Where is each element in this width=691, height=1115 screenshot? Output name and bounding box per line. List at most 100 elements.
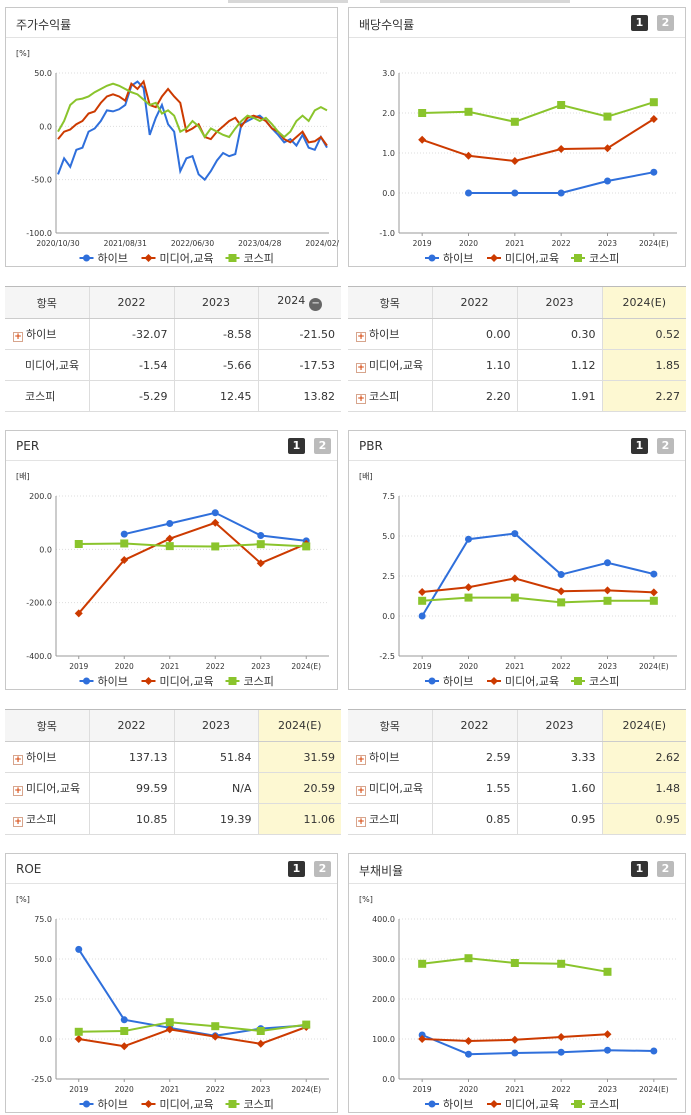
x-tick-label: 2023 <box>251 1085 270 1094</box>
table-row: + 코스피 10.85 19.39 11.06 <box>5 803 341 835</box>
panel-header: 부채비율 1 2 <box>349 854 685 884</box>
series-line <box>78 1026 307 1048</box>
view-1-button[interactable]: 1 <box>288 861 305 877</box>
data-point <box>464 593 473 602</box>
header-cell: 항목 <box>348 709 432 742</box>
legend-label: 하이브 <box>443 251 473 265</box>
row-label[interactable]: + 코스피 <box>348 803 432 835</box>
series-line <box>124 511 307 542</box>
expand-icon[interactable]: + <box>356 394 366 404</box>
legend-label: 미디어,교육 <box>505 252 559 265</box>
view-2-button[interactable]: 2 <box>657 438 674 454</box>
x-tick-label: 2024(E) <box>639 662 669 671</box>
view-2-button[interactable]: 2 <box>657 15 674 31</box>
y-tick-label: 0.0 <box>39 122 52 131</box>
panel-title: PBR <box>359 439 383 453</box>
x-tick-label: 2021 <box>160 1085 179 1094</box>
expand-icon[interactable]: + <box>13 817 23 827</box>
data-point <box>464 151 473 160</box>
table-cell: 0.30 <box>516 318 602 350</box>
table-cell: 137.13 <box>88 741 174 773</box>
row-label[interactable]: + 하이브 <box>348 318 432 350</box>
data-point <box>211 542 220 551</box>
panel-header: 배당수익률 1 2 <box>349 8 685 38</box>
row-label[interactable]: + 코스피 <box>5 803 89 835</box>
expand-icon[interactable]: + <box>356 786 366 796</box>
panel-title: PER <box>16 439 40 453</box>
view-1-button[interactable]: 1 <box>631 861 648 877</box>
row-label[interactable]: + 미디어,교육 <box>348 349 432 381</box>
header-cell: 2024− <box>257 286 341 319</box>
series-line <box>422 577 654 594</box>
data-point <box>557 571 565 579</box>
expand-icon[interactable]: + <box>356 332 366 342</box>
data-point <box>604 177 611 185</box>
row-label[interactable]: + 하이브 <box>5 741 89 773</box>
unit-label: [배] <box>359 472 373 481</box>
x-tick-label: 2023 <box>598 239 617 248</box>
data-point <box>165 1025 174 1034</box>
y-tick-label: 5.0 <box>382 532 395 541</box>
data-point <box>649 588 658 597</box>
data-point <box>418 109 427 117</box>
data-point <box>464 954 473 963</box>
header-cell: 2023 <box>516 709 602 742</box>
collapse-icon[interactable]: − <box>309 298 323 311</box>
series-line <box>77 521 307 614</box>
table-row: + 코스피 0.85 0.95 0.95 <box>348 803 686 835</box>
table-row: + 미디어,교육 1.10 1.12 1.85 <box>348 349 686 381</box>
table-cell: -8.58 <box>173 318 258 350</box>
expand-icon[interactable]: + <box>13 332 23 342</box>
table-row: + 하이브 -32.07 -8.58 -21.50 <box>5 318 341 350</box>
expand-icon[interactable]: + <box>13 755 23 765</box>
data-point <box>510 574 519 583</box>
data-point <box>603 144 612 153</box>
view-1-button[interactable]: 1 <box>631 438 648 454</box>
row-label[interactable]: + 하이브 <box>348 741 432 773</box>
legend-label: 코스피 <box>589 252 619 265</box>
view-2-button[interactable]: 2 <box>314 861 331 877</box>
view-1-button[interactable]: 1 <box>631 15 648 31</box>
panel-title: ROE <box>16 862 42 876</box>
row-label[interactable]: + 코스피 <box>348 380 432 412</box>
expand-icon[interactable]: + <box>356 755 366 765</box>
data-point <box>120 539 129 548</box>
row-label[interactable]: + 미디어,교육 <box>5 772 89 804</box>
data-point <box>465 1050 472 1058</box>
table-cell: -17.53 <box>257 349 341 381</box>
view-2-button[interactable]: 2 <box>657 861 674 877</box>
view-1-button[interactable]: 1 <box>288 438 305 454</box>
view-2-button[interactable]: 2 <box>314 438 331 454</box>
y-tick-label: 50.0 <box>34 69 52 78</box>
x-tick-label: 2020 <box>459 239 478 248</box>
data-point <box>302 542 311 551</box>
per-panel: PER 1 2 [배] 200.0 0.0 -200.0 -400.0 2019 2020 2… <box>5 430 338 690</box>
table-cell: -1.54 <box>88 349 174 381</box>
expand-icon[interactable]: + <box>356 817 366 827</box>
header-cell: 2024(E) <box>601 709 686 742</box>
x-tick-label: 2021 <box>505 662 524 671</box>
row-label[interactable]: + 하이브 <box>5 318 89 350</box>
x-tick-label: 2023 <box>598 1085 617 1094</box>
data-point <box>604 1046 611 1054</box>
legend-label: 코스피 <box>244 252 274 265</box>
stock-return-table: 항목 2022 2023 2024− + 하이브 -32.07 -8.58 -21… <box>5 286 341 412</box>
data-point <box>465 535 472 543</box>
table-cell: 2.62 <box>601 741 686 773</box>
table-row: + 하이브 0.00 0.30 0.52 <box>348 318 686 350</box>
table-cell: 2.59 <box>431 741 517 773</box>
data-point <box>557 145 566 153</box>
x-tick-label: 2023 <box>251 662 270 671</box>
data-point <box>120 1042 129 1051</box>
header-label: 2024 <box>277 294 306 307</box>
data-point <box>557 598 566 607</box>
data-point <box>464 107 473 116</box>
y-tick-label: 0.0 <box>39 1035 52 1044</box>
table-cell: -5.29 <box>88 380 174 412</box>
row-label[interactable]: + 미디어,교육 <box>348 772 432 804</box>
data-point <box>74 609 83 618</box>
legend-label: 하이브 <box>98 674 128 688</box>
header-cell: 항목 <box>5 709 89 742</box>
expand-icon[interactable]: + <box>356 363 366 373</box>
expand-icon[interactable]: + <box>13 786 23 796</box>
